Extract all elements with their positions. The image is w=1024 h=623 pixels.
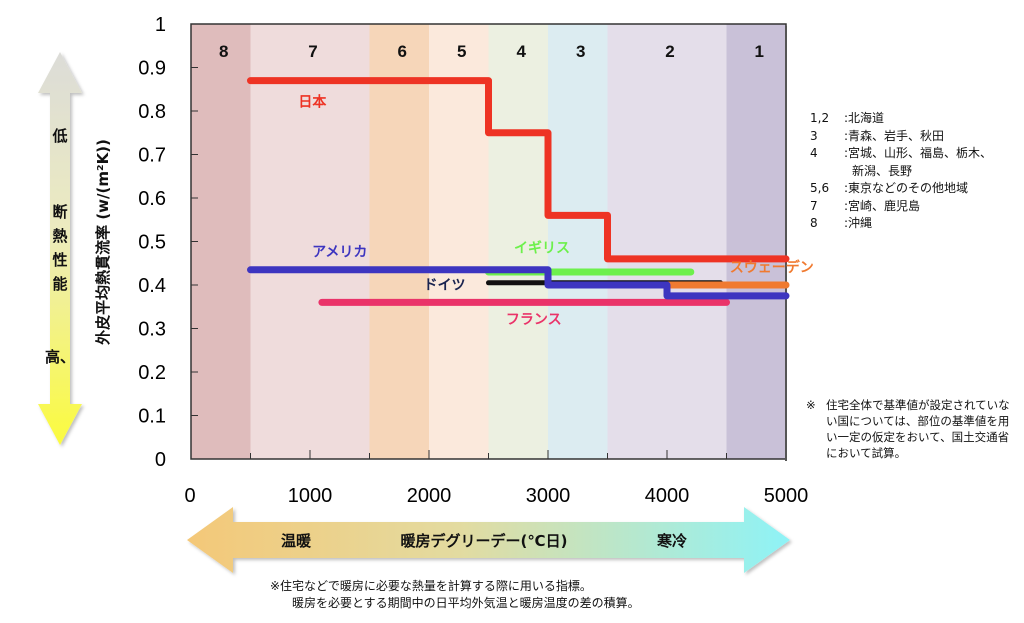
y-tick-label: 0 xyxy=(155,449,166,471)
legend-value: :宮崎、鹿児島 xyxy=(844,198,921,213)
zone-label: 7 xyxy=(308,42,317,61)
climate-zones: 8 7 6 5 4 3 2 1 xyxy=(191,24,786,459)
arrow-label-high: 高、 xyxy=(45,348,75,366)
zone-label: 2 xyxy=(665,42,674,61)
note-estimation: ※ 住宅全体で基準値が設定されていない国については、部位の基準値を用い一定の仮定… xyxy=(806,397,1018,461)
zone-5: 5 xyxy=(429,24,489,459)
legend-key: 1,2 xyxy=(810,111,830,125)
y-tick-label: 0.8 xyxy=(138,101,166,123)
svg-text:断: 断 xyxy=(52,203,67,221)
series-line xyxy=(247,266,790,300)
series-label: フランス xyxy=(506,312,562,328)
series-label: アメリカ xyxy=(312,245,367,261)
series-line xyxy=(247,77,790,263)
zone-4: 4 xyxy=(488,24,548,459)
y-tick-label: 0.4 xyxy=(138,275,166,297)
legend-key: 8 xyxy=(810,216,818,230)
arrow-label-cold: 寒冷 xyxy=(657,532,687,550)
zone-label: 3 xyxy=(576,42,585,61)
legend-value: :宮城、山形、福島、栃木、 xyxy=(844,146,993,160)
zone-label: 6 xyxy=(398,42,407,61)
zone-7: 7 xyxy=(250,24,370,459)
zone-legend: 1,2 :北海道 3 :青森、岩手、秋田 4 :宮城、山形、福島、栃木、新潟、長野 5,6:… xyxy=(810,110,992,233)
x-tick-label: 1000 xyxy=(288,485,333,507)
legend-key: 5,6 xyxy=(810,181,830,195)
x-tick-label: 2000 xyxy=(407,485,452,507)
legend-row: 5,6 :東京などのその他地域 xyxy=(810,180,992,198)
svg-text:能: 能 xyxy=(52,275,67,293)
x-axis: 0 1000 2000 3000 4000 5000 xyxy=(184,450,808,507)
heating-degree-day-arrow: 温暖 暖房デグリーデー(℃日) 寒冷 xyxy=(187,507,790,573)
legend-row: 8 :沖縄 xyxy=(810,215,992,233)
x-tick-label: 4000 xyxy=(645,485,690,507)
y-tick-label: 0.5 xyxy=(138,232,166,254)
y-tick-label: 0.9 xyxy=(138,58,166,80)
legend-value: :青森、岩手、秋田 xyxy=(844,128,945,143)
legend-key: 3 xyxy=(810,128,818,143)
legend-row: 1,2 :北海道 xyxy=(810,110,992,128)
legend-value: :東京などのその他地域 xyxy=(844,181,969,195)
x-tick-label: 0 xyxy=(184,485,195,507)
note-mark: ※ xyxy=(806,398,816,412)
legend-value: :沖縄 xyxy=(844,216,873,230)
legend-key: 7 xyxy=(810,198,818,213)
x-tick-label: 3000 xyxy=(526,485,571,507)
svg-text:熱: 熱 xyxy=(52,227,67,245)
svg-text:性: 性 xyxy=(52,251,67,269)
y-tick-label: 0.2 xyxy=(138,362,166,384)
series-label: スウェーデン xyxy=(730,259,814,276)
y-tick-label: 0.1 xyxy=(138,406,166,428)
zone-3: 3 xyxy=(548,24,608,459)
legend-row: 3 :青森、岩手、秋田 xyxy=(810,128,992,146)
legend-row: 新潟、長野 xyxy=(810,163,992,181)
y-tick-label: 0.7 xyxy=(138,145,166,167)
note-text: 住宅全体で基準値が設定されていない国については、部位の基準値を用い一定の仮定をお… xyxy=(826,398,1010,460)
zone-2: 2 xyxy=(607,24,727,459)
series-label: イギリス xyxy=(514,239,570,256)
legend-value: :北海道 xyxy=(844,111,885,125)
zone-8: 8 xyxy=(191,24,251,459)
y-tick-label: 0.6 xyxy=(138,188,166,210)
zone-6: 6 xyxy=(369,24,429,459)
arrow-label-hdd: 暖房デグリーデー(℃日) xyxy=(401,532,568,550)
legend-row: 4 :宮城、山形、福島、栃木、 xyxy=(810,145,992,163)
legend-value: 新潟、長野 xyxy=(852,163,913,178)
zone-label: 8 xyxy=(219,42,228,61)
legend-key: 4 xyxy=(810,146,818,160)
zone-label: 4 xyxy=(517,42,527,61)
legend-row: 7 :宮崎、鹿児島 xyxy=(810,198,992,216)
y-tick-label: 0.3 xyxy=(138,319,166,341)
series-label: ドイツ xyxy=(423,277,465,293)
y-axis: 0 0.1 0.2 0.3 0.4 0.5 0.6 0.7 0.8 0.9 1 xyxy=(138,14,198,471)
zone-label: 1 xyxy=(755,42,764,61)
note-line-2: 暖房を必要とする期間中の日平均外気温と暖房温度の差の積算。 xyxy=(292,596,640,610)
series-label: 日本 xyxy=(298,94,327,111)
series-lines xyxy=(247,77,790,306)
zone-label: 5 xyxy=(457,42,466,61)
note-line-1: ※住宅などで暖房に必要な熱量を計算する際に用いる指標。 xyxy=(270,579,592,593)
zone-1: 1 xyxy=(726,24,786,459)
arrow-label-low: 低 xyxy=(51,127,67,145)
y-tick-label: 1 xyxy=(155,14,166,36)
y-axis-title: 外皮平均熱貫流率 (w/(m²K)) xyxy=(94,139,112,346)
x-tick-label: 5000 xyxy=(764,485,809,507)
note-hdd-definition: ※住宅などで暖房に必要な熱量を計算する際に用いる指標。 暖房を必要とする期間中の… xyxy=(270,578,640,612)
arrow-label-warm: 温暖 xyxy=(281,532,312,550)
